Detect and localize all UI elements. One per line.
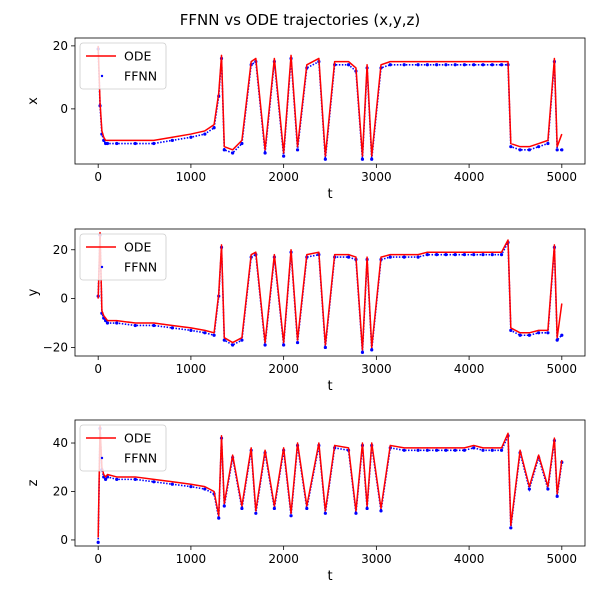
ode-line-y [97,231,563,351]
x-tick-label-x-4000: 4000 [454,170,485,184]
x-tick-label-y-4000: 4000 [454,362,485,376]
series-ode-y [97,231,563,351]
ode-line-x [97,45,563,157]
legend-label-ode-z: ODE [124,431,151,446]
x-tick-label-z-4000: 4000 [454,552,485,566]
plot-area-z [96,425,564,544]
legend-label-ode-y: ODE [124,240,151,255]
axes-frame-y [74,228,586,357]
x-axis-label-x: t [327,187,332,202]
series-ode-x [97,45,563,157]
subplot-y: 0 1000 2000 3000 4000 5000 −20 0 20 t y ODE FFNN [26,228,586,394]
x-tick-label-x-0: 0 [94,170,102,184]
legend-box-x [79,42,167,90]
ffnn-point-z-40 [444,448,448,452]
y-tick-label-x-0: 0 [60,102,68,116]
x-tick-label-y-3000: 3000 [361,362,392,376]
legend-x: ODE FFNN [79,42,167,90]
x-tick-label-x-3000: 3000 [361,170,392,184]
figure-title: FFNN vs ODE trajectories (x,y,z) [180,11,420,29]
legend-z: ODE FFNN [79,424,167,472]
legend-swatch-ffnn-x [100,74,104,78]
x-axis-label-z: t [327,569,332,584]
x-tick-label-z-1000: 1000 [176,552,207,566]
legend-label-ode-x: ODE [124,49,151,64]
ffnn-trace-x [97,49,562,160]
y-tick-label-z-40: 40 [53,436,68,450]
ffnn-point-y-55 [560,333,564,337]
legend-label-ffnn-z: FFNN [124,451,157,466]
ffnn-point-z-41 [453,448,457,452]
y-tick-label-z-0: 0 [60,533,68,547]
legend-y: ODE FFNN [79,233,167,281]
x-tick-label-y-5000: 5000 [547,362,578,376]
x-tick-label-y-1000: 1000 [176,362,207,376]
y-tick-label-y-20: 20 [53,243,68,257]
plot-area-x [96,45,564,161]
y-tick-label-z-20: 20 [53,484,68,498]
x-tick-label-z-0: 0 [94,552,102,566]
legend-box-z [79,424,167,472]
y-tick-label-y--20: −20 [43,340,68,354]
subplot-z: 0 1000 2000 3000 4000 5000 0 20 40 t z ODE FFNN [26,419,586,584]
x-tick-label-y-0: 0 [94,362,102,376]
legend-label-ffnn-y: FFNN [124,260,157,275]
axes-frame-x [74,37,586,165]
axes-frame-z [74,419,586,547]
legend-swatch-ffnn-z [100,456,104,460]
legend-label-ffnn-x: FFNN [124,69,157,84]
x-tick-label-z-2000: 2000 [268,552,299,566]
series-ode-z [97,425,563,538]
y-tick-label-x-20: 20 [53,39,68,53]
y-axis-label-z: z [26,479,41,486]
y-axis-label-x: x [26,97,41,105]
x-tick-label-z-5000: 5000 [547,552,578,566]
ode-line-z [97,425,563,538]
legend-box-y [79,233,167,281]
x-tick-label-y-2000: 2000 [268,362,299,376]
x-tick-label-x-5000: 5000 [547,170,578,184]
y-tick-label-y-0: 0 [60,292,68,306]
x-tick-label-x-1000: 1000 [176,170,207,184]
legend-swatch-ffnn-y [100,265,104,269]
x-tick-label-z-3000: 3000 [361,552,392,566]
plot-area-y [96,231,564,354]
ffnn-point-y-36 [402,255,406,259]
x-tick-label-x-2000: 2000 [268,170,299,184]
x-axis-label-y: t [327,379,332,394]
ffnn-point-z-39 [435,448,439,452]
y-axis-label-y: y [26,288,41,296]
subplot-x: 0 1000 2000 3000 4000 5000 0 20 t x ODE FFNN [26,37,586,202]
